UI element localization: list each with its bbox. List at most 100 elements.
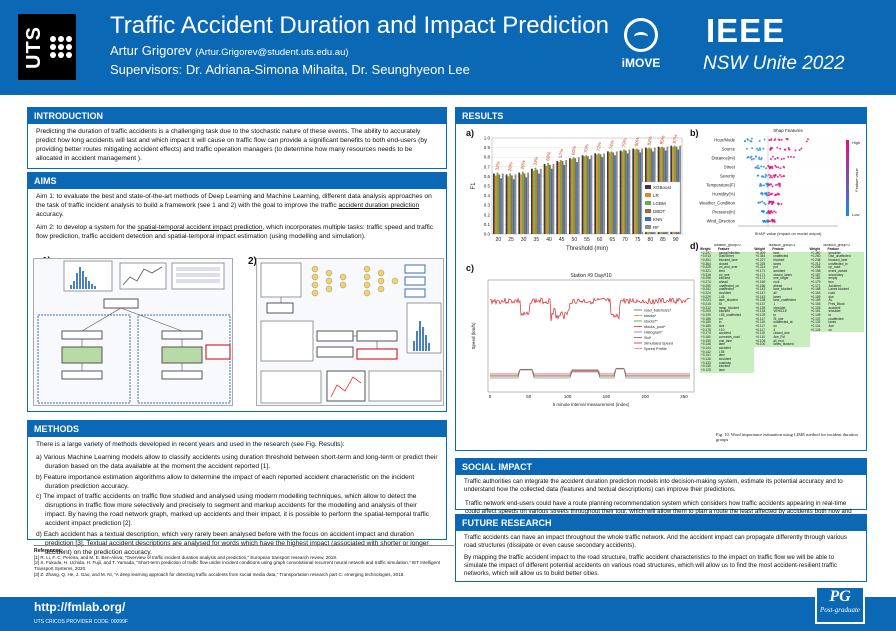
lime-table-row: +0.229 I-45 +0.143 lanes +0.159 due: [700, 295, 864, 300]
chart-a-bar: [623, 149, 625, 234]
lime-table-cell: empty: [827, 277, 864, 281]
chart-b-point: [750, 158, 753, 161]
lime-table-cell: Pres_Block: [827, 302, 864, 307]
lime-table-cell: +0.171: [754, 269, 773, 274]
lime-table-cell: on: [827, 328, 864, 333]
lime-table-cell: +0.137: [754, 302, 773, 307]
chart-b-feature-label: Temperature(F): [706, 183, 735, 188]
lime-table-row: +0.241 unaffected +0.143 lane_blocked +0.168…: [700, 288, 864, 292]
lime-table-row: +0.250 unaffected_on +0.166 ahead +0.171 Acci…: [700, 284, 864, 289]
chart-a-legend-label: LR: [653, 193, 660, 198]
lime-table-cell: +0.215: [700, 302, 718, 307]
lime-table-row: +0.133 roadway: [700, 361, 864, 366]
lime-group-header: duration_group=0: [713, 244, 741, 247]
lime-table-cell: [809, 350, 828, 355]
lime-table-cell: [772, 365, 810, 370]
lime-table-row: +0.364 closed +0.225 lanes +0.212 unaffected_…: [700, 262, 864, 267]
aims-heading: AIMS: [28, 173, 446, 189]
lime-table-cell: unaffected: [717, 288, 755, 292]
chart-b-point: [756, 174, 759, 177]
chart-b-point: [760, 192, 763, 195]
lime-table-cell: +0.126: [809, 328, 828, 333]
lime-table-cell: shoulder: [827, 310, 864, 314]
chart-a-bar: [628, 149, 631, 234]
author-email[interactable]: (Artur.Grigorev@student.uts.edu.au): [195, 47, 349, 58]
lime-table-cell: +0.131: [809, 324, 828, 329]
chart-a-data-label: 79%: [621, 138, 627, 148]
chart-b-point: [767, 212, 770, 215]
chart-b-point: [756, 164, 759, 167]
chart-b-point: [762, 210, 765, 213]
lime-table-cell: +0.159: [809, 295, 828, 300]
future-research-heading: FUTURE RESEARCH: [456, 515, 866, 531]
lime-table-row: +0.325 on_and_over +0.214 pot +0.205 up_road: [700, 266, 864, 270]
methods-list: a) Various Machine Learning models allow…: [36, 454, 438, 558]
chart-b-point: [787, 148, 790, 151]
lime-table-cell: unaffected: [827, 317, 864, 322]
chart-a-bar: [561, 161, 564, 234]
chart-b-point: [787, 155, 790, 158]
lime-table-cell: lanes: [772, 262, 810, 267]
lime-table-cell: +2.297: [700, 251, 718, 256]
chart-a-y-tick: 0.3: [484, 203, 491, 208]
lime-table-row: +0.451 blocked_lane +0.227 blocked +0.248 blo…: [700, 258, 864, 263]
chart-b-point: [745, 147, 748, 150]
chart-b-point: [765, 183, 768, 186]
lime-table-cell: +0.364: [700, 262, 718, 267]
imove-ring-icon: [624, 18, 658, 52]
chart-b-point: [770, 166, 773, 169]
lime-table-cell: +0.250: [700, 284, 718, 289]
lime-table-cell: +0.100: [754, 343, 773, 348]
chart-b-point: [772, 174, 775, 177]
chart-a-x-tick: 60: [597, 237, 603, 243]
lime-table-cell: lane: [717, 368, 755, 373]
chart-a-y-tick: 0.6: [484, 174, 491, 179]
chart-b-point: [769, 220, 772, 223]
chart-a-x-tick: 45: [559, 237, 565, 243]
chart-a-bar: [523, 173, 526, 234]
chart-b-point: [754, 155, 757, 158]
lime-table-row: +0.142 I-55: [700, 350, 864, 355]
lime-table-cell: connects_road: [717, 335, 755, 340]
chart-a-legend-swatch: [645, 225, 651, 229]
cricos-code: UTS CRICOS PROVIDER CODE: 00099F: [34, 619, 128, 625]
lime-table-row: +0.224 Accident +0.147 all +0.163 road: [700, 291, 864, 296]
ieee-logo: IEEE: [706, 12, 786, 49]
chart-c-y-label: Speed (km/h): [471, 322, 476, 350]
chart-a-y-tick: 1.0: [484, 136, 491, 141]
aim-1: Aim 1: to evaluate the best and state-of…: [36, 193, 432, 218]
lime-table-cell: +0.209: [700, 310, 718, 314]
chart-b-point: [755, 147, 758, 150]
chart-a-bar: [543, 163, 546, 234]
chart-a-bar: [601, 157, 604, 234]
lime-table-cell: +0.149: [809, 313, 828, 318]
chart-a-legend-label: KNN: [653, 217, 663, 222]
lime-table-cell: +0.198: [809, 269, 828, 274]
chart-b-point: [762, 175, 765, 178]
lime-table-cell: [809, 343, 828, 348]
lime-table-cell: [754, 358, 773, 362]
chart-a-legend-swatch: [645, 185, 651, 189]
chart-b-point: [765, 192, 768, 195]
uts-logo-dots: [49, 36, 72, 58]
lab-url-link[interactable]: http://fmlab.org/: [34, 600, 126, 614]
chart-a-bar: [637, 149, 640, 234]
lime-table-cell: [772, 361, 810, 366]
lime-table-cell: [754, 347, 773, 351]
lime-table-cell: +0.147: [754, 291, 773, 296]
lime-table-cell: +0.182: [809, 277, 828, 281]
chart-b-point: [749, 139, 752, 142]
chart-b-point: [778, 185, 781, 188]
lime-column-header: Weight: [809, 246, 821, 251]
methods-item-a: a) Various Machine Learning models allow…: [36, 453, 438, 470]
lime-table-cell: [809, 339, 828, 344]
lime-table-cell: +0.185: [700, 324, 718, 329]
reference-1: [1] R. Li, F. C. Pereira, and M. E. Ben-…: [34, 554, 338, 560]
chart-b-feature-label: Pressure(in): [712, 210, 735, 215]
pg-badge-subtext: Post-graduate: [819, 606, 861, 614]
lime-table-cell: I-10: [717, 328, 755, 333]
chart-b-point: [750, 137, 753, 140]
introduction-body: Predicting the duration of traffic accid…: [28, 124, 446, 172]
lime-table-group-header: duration_group=0 duration_group=1 duration…: [700, 244, 864, 248]
chart-a-legend-swatch: [645, 209, 651, 213]
